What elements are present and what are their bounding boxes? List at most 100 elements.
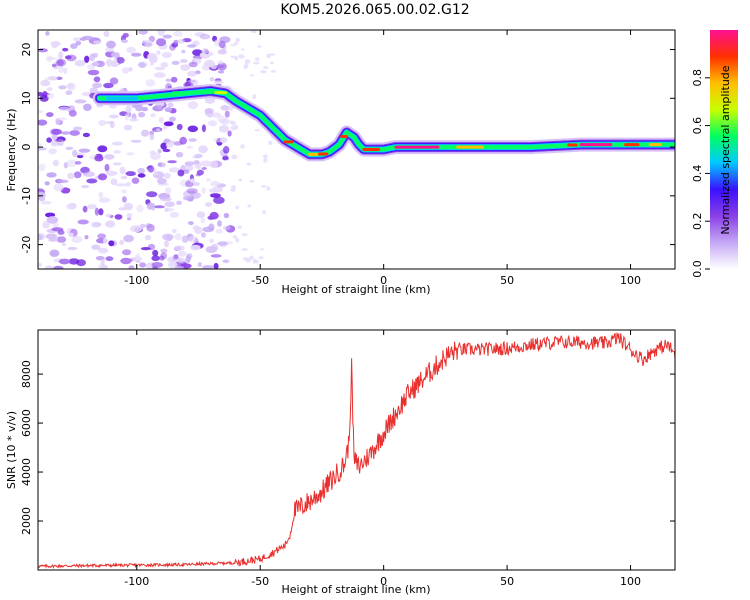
noise-blob [194, 153, 203, 158]
noise-blob [163, 125, 168, 130]
noise-blob [109, 77, 119, 85]
noise-blob [146, 202, 154, 210]
noise-blob [66, 83, 74, 89]
x-tick-label: 50 [500, 575, 514, 588]
x-tick-label: -50 [251, 274, 269, 287]
noise-blob [69, 130, 80, 136]
noise-blob [68, 258, 80, 265]
noise-blob [232, 235, 238, 239]
noise-blob [216, 64, 225, 69]
noise-blob [103, 31, 110, 37]
noise-blob [103, 82, 114, 89]
noise-blob [230, 55, 238, 59]
noise-blob [75, 40, 82, 46]
noise-blob [201, 187, 206, 194]
noise-blob [38, 91, 43, 97]
noise-blob [201, 48, 209, 54]
noise-blob [163, 121, 174, 127]
noise-blob [168, 167, 180, 173]
colorbar-tick-label: 0.4 [691, 165, 704, 183]
noise-blob [238, 178, 243, 182]
noise-blob [164, 201, 175, 207]
noise-blob [137, 173, 146, 178]
noise-blob [156, 105, 163, 109]
noise-blob [140, 247, 151, 251]
noise-blob [58, 85, 67, 90]
noise-blob [67, 246, 78, 251]
noise-blob [72, 37, 82, 42]
noise-blob [87, 204, 97, 210]
noise-blob [125, 171, 136, 177]
noise-blob [105, 220, 116, 228]
noise-blob [124, 112, 130, 121]
figure-title: KOM5.2026.065.00.02.G12 [280, 2, 469, 18]
noise-blob [78, 148, 91, 153]
noise-blob [50, 41, 61, 47]
colorbar-ticks: 0.0 0.2 0.4 0.6 0.8 [691, 69, 710, 278]
noise-blob [165, 78, 171, 83]
noise-blob [222, 225, 231, 231]
noise-blob [201, 232, 206, 238]
noise-blob [181, 49, 186, 54]
noise-blob [109, 120, 115, 129]
noise-blob [227, 106, 234, 111]
noise-blob [187, 44, 197, 48]
noise-blob [82, 205, 88, 213]
noise-blob [231, 185, 237, 189]
noise-blob [253, 61, 260, 65]
noise-blob [204, 96, 216, 104]
noise-blob [91, 221, 102, 228]
noise-blob [235, 237, 240, 243]
noise-blob [58, 51, 64, 60]
noise-blob [66, 159, 78, 167]
noise-blob [82, 132, 90, 138]
y-tick-label: 2000 [20, 507, 33, 535]
noise-blob [127, 217, 131, 221]
noise-blob [73, 126, 83, 131]
noise-blob [77, 219, 89, 225]
noise-blob [111, 51, 120, 58]
y-tick-label: 10 [20, 91, 33, 105]
noise-blob [230, 120, 235, 124]
spectrogram-y-ticks: -20 -10 0 10 20 [20, 43, 675, 254]
noise-blob [215, 228, 223, 234]
noise-blob [86, 178, 98, 184]
noise-blob [157, 30, 165, 36]
noise-blob [138, 62, 146, 68]
noise-blob [223, 146, 230, 154]
noise-blob [103, 237, 108, 244]
noise-blob [72, 149, 78, 157]
noise-blob [44, 77, 49, 84]
noise-blob [206, 178, 211, 182]
noise-blob [216, 241, 229, 246]
noise-blob [241, 233, 248, 237]
noise-blob [94, 155, 104, 162]
noise-blob [42, 221, 50, 229]
noise-blob [154, 66, 166, 71]
noise-blob [188, 221, 194, 226]
noise-blob [74, 99, 87, 104]
noise-blob [219, 137, 228, 144]
noise-blob [190, 244, 201, 251]
noise-blob [222, 259, 230, 264]
noise-blob [193, 160, 200, 165]
noise-blob [126, 213, 133, 218]
colorbar-tick-label: 0.2 [691, 212, 704, 230]
noise-blob [114, 214, 123, 220]
noise-blob [98, 247, 109, 254]
noise-blob [149, 132, 155, 141]
noise-blob [156, 50, 161, 55]
noise-blob [67, 172, 75, 180]
noise-blob [158, 117, 164, 123]
noise-blob [167, 160, 177, 164]
noise-blob [123, 202, 134, 211]
noise-blob [129, 118, 139, 122]
noise-blob [139, 262, 147, 268]
noise-blob [58, 65, 64, 74]
noise-blob [97, 145, 108, 153]
noise-blob [167, 102, 174, 108]
noise-blob [137, 167, 145, 174]
noise-blob [235, 37, 240, 43]
noise-blob [173, 30, 183, 37]
